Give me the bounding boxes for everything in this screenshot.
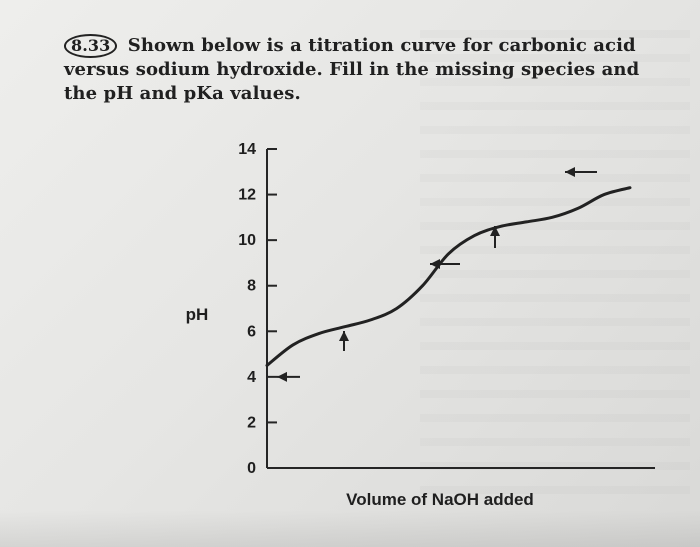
page-bottom-shadow — [0, 510, 700, 547]
arrow-head — [490, 226, 500, 236]
y-tick-label: 8 — [247, 278, 256, 295]
y-tick-label: 0 — [247, 460, 256, 477]
arrow-up-first-buffer — [339, 331, 349, 351]
y-tick-label: 12 — [238, 187, 256, 204]
question-number: 8.33 — [64, 34, 118, 58]
arrow-head — [565, 167, 575, 177]
y-tick-label: 4 — [247, 369, 256, 386]
y-tick-label: 14 — [238, 141, 256, 158]
y-tick-label: 10 — [238, 232, 256, 249]
arrow-head — [430, 259, 440, 269]
question-line-1: Shown below is a titration curve for car… — [127, 35, 636, 56]
arrow-left-equivalence — [430, 259, 460, 269]
arrow-left-top-curve — [565, 167, 597, 177]
arrow-up-second-buffer — [490, 226, 500, 248]
y-tick-label: 2 — [247, 414, 256, 431]
y-axis-label: pH — [186, 305, 209, 324]
x-axis-label: Volume of NaOH added — [346, 490, 534, 509]
question-text: 8.33 Shown below is a titration curve fo… — [64, 34, 694, 106]
titration-curve — [265, 186, 632, 367]
question-line-3: the pH and pKa values. — [64, 83, 301, 104]
background-page-text-shadow — [420, 30, 690, 510]
question-line-2: versus sodium hydroxide. Fill in the mis… — [64, 59, 640, 80]
y-tick-label: 6 — [247, 323, 256, 340]
arrow-head — [339, 331, 349, 341]
arrow-left-ph-4 — [277, 371, 300, 382]
arrow-head — [277, 371, 287, 382]
chart-layer: 0 2 4 6 8 10 12 14 pH Volume of NaOH added — [186, 141, 655, 509]
